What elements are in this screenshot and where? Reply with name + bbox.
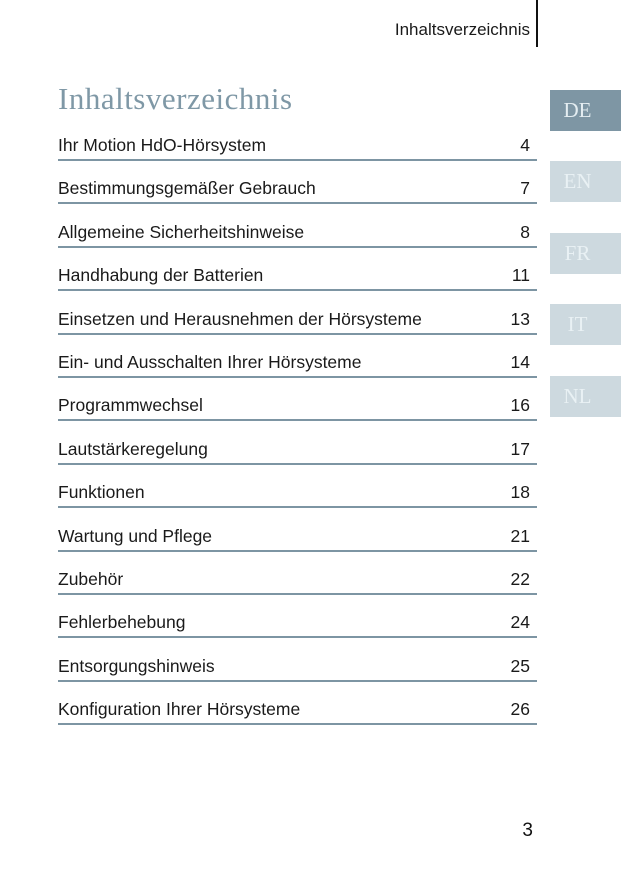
- toc-entry-page-number: 11: [511, 265, 530, 286]
- toc-entry[interactable]: Ein- und Ausschalten Ihrer Hörsysteme 14: [58, 352, 537, 378]
- toc-entry-page-number: 7: [520, 178, 530, 199]
- toc-entry-label: Allgemeine Sicherheitshinweise: [58, 221, 305, 242]
- toc-entry[interactable]: Bestimmungsgemäßer Gebrauch 7: [58, 178, 537, 205]
- toc-entry[interactable]: Fehlerbehebung 24: [58, 612, 537, 639]
- toc-list: Ihr Motion HdO-Hörsystem 4 Bestimmungsgemä…: [58, 135, 537, 742]
- language-tab-nl[interactable]: NL: [550, 375, 621, 417]
- toc-entry-label: Lautstärkeregelung: [58, 438, 208, 459]
- page-number: 3: [522, 820, 533, 841]
- toc-entry-label: Wartung und Pflege: [58, 525, 213, 546]
- toc-entry-page-number: 13: [510, 308, 530, 329]
- language-tab-bar: DE EN FR IT NL: [550, 90, 621, 447]
- toc-entry-label: Handhabung der Batterien: [58, 265, 264, 286]
- toc-entry[interactable]: Wartung und Pflege 21: [58, 526, 537, 552]
- toc-entry-page-number: 25: [510, 655, 530, 676]
- toc-entry-page-number: 16: [510, 395, 530, 416]
- toc-entry-page-number: 4: [520, 135, 530, 155]
- toc-entry-label: Funktionen: [58, 482, 145, 503]
- toc-entry[interactable]: Funktionen 18: [58, 482, 537, 509]
- running-header: Inhaltsverzeichnis: [0, 0, 530, 47]
- toc-entry-label: Entsorgungshinweis: [58, 655, 215, 676]
- toc-entry-page-number: 14: [510, 351, 530, 372]
- toc-entry[interactable]: Lautstärkeregelung 17: [58, 439, 537, 465]
- toc-entry[interactable]: Entsorgungshinweis 25: [58, 656, 537, 682]
- language-tab-en[interactable]: EN: [550, 161, 621, 203]
- toc-entry[interactable]: Programmwechsel 16: [58, 395, 537, 422]
- header-divider-rule: [536, 0, 538, 47]
- page-title: Inhaltsverzeichnis: [58, 81, 293, 116]
- toc-entry[interactable]: Konfiguration Ihrer Hörsysteme 26: [58, 699, 537, 726]
- toc-entry-label: Bestimmungsgemäßer Gebrauch: [58, 178, 316, 199]
- running-header-title: Inhaltsverzeichnis: [394, 20, 530, 39]
- toc-entry-label: Zubehör: [58, 568, 124, 589]
- toc-entry[interactable]: Handhabung der Batterien 11: [58, 265, 537, 292]
- toc-entry-label: Ihr Motion HdO-Hörsystem: [58, 135, 267, 155]
- toc-entry-page-number: 26: [510, 699, 530, 720]
- toc-entry[interactable]: Allgemeine Sicherheitshinweise 8: [58, 222, 537, 248]
- toc-entry-label: Einsetzen und Herausnehmen der Hörsystem…: [58, 308, 422, 329]
- toc-entry-page-number: 18: [510, 482, 530, 503]
- toc-entry-label: Konfiguration Ihrer Hörsysteme: [58, 699, 301, 720]
- toc-entry-label: Ein- und Ausschalten Ihrer Hörsysteme: [58, 351, 362, 372]
- toc-entry[interactable]: Zubehör 22: [58, 569, 537, 595]
- language-tab-it[interactable]: IT: [550, 304, 621, 346]
- language-tab-de[interactable]: DE: [550, 90, 621, 131]
- toc-entry-page-number: 21: [510, 525, 530, 546]
- toc-entry[interactable]: Einsetzen und Herausnehmen der Hörsystem…: [58, 309, 537, 335]
- toc-entry[interactable]: Ihr Motion HdO-Hörsystem 4: [58, 135, 537, 161]
- toc-entry-label: Fehlerbehebung: [58, 612, 186, 633]
- toc-entry-page-number: 8: [520, 221, 530, 242]
- toc-entry-label: Programmwechsel: [58, 395, 203, 416]
- toc-entry-page-number: 17: [510, 438, 530, 459]
- language-tab-fr[interactable]: FR: [550, 232, 621, 274]
- toc-entry-page-number: 24: [510, 612, 530, 633]
- toc-entry-page-number: 22: [510, 568, 530, 589]
